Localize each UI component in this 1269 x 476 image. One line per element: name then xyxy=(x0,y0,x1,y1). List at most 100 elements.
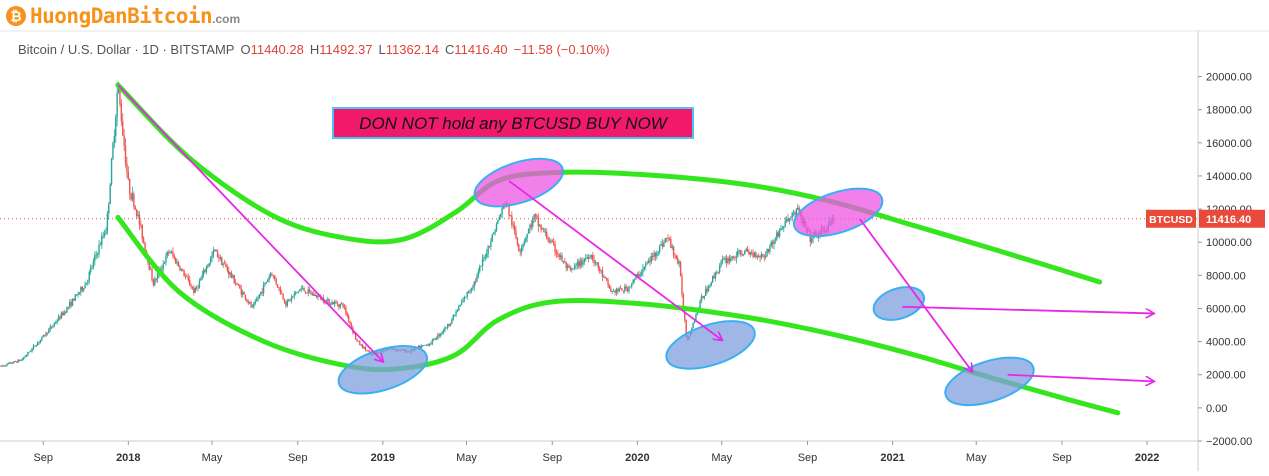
candle-body xyxy=(797,207,799,210)
y-tick-label: 0.00 xyxy=(1206,403,1227,415)
candle-body xyxy=(526,233,528,238)
candle-body xyxy=(427,344,429,346)
candle-body xyxy=(34,345,36,347)
candle-body xyxy=(546,231,548,239)
candle-body xyxy=(638,274,640,277)
candle-body xyxy=(791,212,793,218)
candle-body xyxy=(18,359,21,361)
candle-body xyxy=(566,265,569,269)
candle-body xyxy=(585,258,587,260)
candle-body xyxy=(426,344,428,346)
candle-body xyxy=(10,362,12,364)
candle-body xyxy=(360,344,362,346)
candle-body xyxy=(597,262,600,269)
candle-body xyxy=(541,228,544,230)
candle-body xyxy=(31,348,33,352)
candle-body xyxy=(660,243,662,246)
candle-body xyxy=(306,292,308,294)
candle-body xyxy=(53,323,56,326)
candle-body xyxy=(515,231,517,239)
candle-body xyxy=(582,261,584,265)
candle-body xyxy=(491,234,494,242)
candle-body xyxy=(518,244,520,251)
candle-body xyxy=(530,224,533,227)
candle-body xyxy=(493,232,495,235)
candle-body xyxy=(88,271,90,281)
x-tick-label: May xyxy=(202,452,223,464)
candle-body xyxy=(555,251,558,254)
candle-body xyxy=(445,327,447,329)
candle-body xyxy=(752,253,754,257)
candle-body xyxy=(631,283,633,287)
candle-body xyxy=(437,334,439,339)
candle-body xyxy=(773,240,775,245)
x-tick-label: Sep xyxy=(1052,452,1072,464)
candle-body xyxy=(453,315,456,317)
candle-body xyxy=(770,241,772,247)
candle-body xyxy=(251,306,254,308)
x-tick-label: 2019 xyxy=(371,452,395,464)
candle-body xyxy=(172,251,174,256)
candle-body xyxy=(123,135,125,146)
candle-body xyxy=(234,283,237,285)
low-value: 11362.14 xyxy=(385,42,440,57)
last-price-badge: BTCUSD 11416.40 xyxy=(1146,209,1265,228)
candle-body xyxy=(186,276,188,278)
candle-body xyxy=(650,255,652,262)
candle-body xyxy=(466,291,468,297)
candle-body xyxy=(458,306,460,311)
candle-body xyxy=(433,338,435,340)
candle-body xyxy=(166,251,169,256)
trend-arrow xyxy=(117,84,383,362)
candle-body xyxy=(16,361,18,363)
candle-body xyxy=(795,209,798,216)
candle-body xyxy=(787,219,789,222)
candle-body xyxy=(762,253,764,256)
candle-body xyxy=(544,231,547,233)
candle-body xyxy=(594,262,597,264)
candle-body xyxy=(276,284,279,288)
candle-body xyxy=(635,275,637,280)
candle-body xyxy=(278,287,280,289)
candle-body xyxy=(283,299,286,303)
candle-body xyxy=(313,293,315,296)
candle-body xyxy=(272,275,275,277)
candle-body xyxy=(130,193,132,200)
candle-body xyxy=(339,303,341,308)
candle-body xyxy=(248,302,251,304)
candle-body xyxy=(462,299,464,303)
x-tick-label: May xyxy=(966,452,987,464)
candle-body xyxy=(367,350,369,352)
candle-body xyxy=(605,278,608,281)
candle-body xyxy=(573,265,576,269)
y-tick-label: 6000.00 xyxy=(1206,303,1246,315)
candle-body xyxy=(296,291,298,293)
x-tick-label: Sep xyxy=(288,452,308,464)
candle-body xyxy=(654,252,657,257)
candle-body xyxy=(165,255,167,263)
candle-body xyxy=(202,270,205,276)
candle-body xyxy=(131,193,134,200)
candle-body xyxy=(180,269,183,271)
candle-body xyxy=(737,251,739,257)
candle-body xyxy=(36,342,39,346)
candle-body xyxy=(700,296,703,301)
candle-body xyxy=(222,263,224,266)
candle-body xyxy=(29,351,32,352)
candle-body xyxy=(446,323,449,329)
candle-body xyxy=(665,238,668,239)
candle-body xyxy=(598,268,601,271)
candle-body xyxy=(785,219,788,221)
candle-body xyxy=(632,279,634,284)
candle-body xyxy=(725,258,728,264)
blue-highlight-ellipse xyxy=(944,356,1035,407)
candle-body xyxy=(198,280,201,288)
candle-body xyxy=(106,213,109,231)
annotation-banner: DON NOT hold any BTCUSD BUY NOW xyxy=(332,107,694,139)
candle-body xyxy=(207,265,209,268)
candle-body xyxy=(255,299,258,302)
candle-body xyxy=(441,332,443,334)
candle-body xyxy=(81,286,83,291)
price-change: −11.58 (−0.10%) xyxy=(513,42,610,57)
